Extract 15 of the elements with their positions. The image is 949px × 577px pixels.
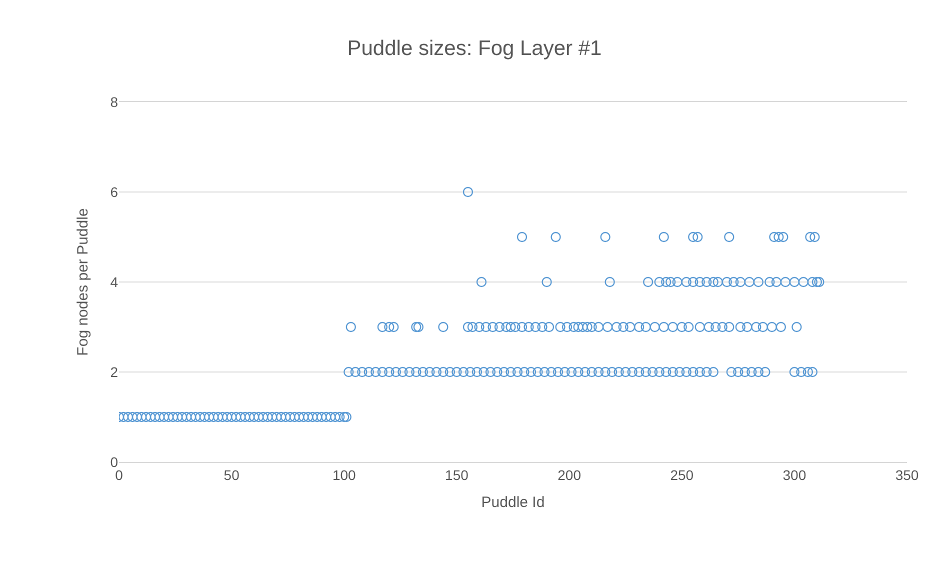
y-tick-label: 6 xyxy=(110,184,118,200)
y-tick-label: 2 xyxy=(110,364,118,380)
x-tick-label: 150 xyxy=(445,466,469,483)
x-axis-title: Puddle Id xyxy=(481,494,545,511)
x-tick-label: 50 xyxy=(224,466,240,483)
y-tick-label: 4 xyxy=(110,274,118,290)
x-tick-label: 100 xyxy=(332,466,356,483)
y-tick-label: 0 xyxy=(110,454,118,470)
x-tick-label: 250 xyxy=(670,466,694,483)
y-tick-label: 8 xyxy=(110,94,118,110)
x-tick-label: 350 xyxy=(895,466,919,483)
chart-title: Puddle sizes: Fog Layer #1 xyxy=(347,37,602,60)
x-tick-label: 300 xyxy=(782,466,806,483)
y-axis-title: Fog nodes per Puddle xyxy=(74,208,92,356)
x-tick-label: 200 xyxy=(558,466,582,483)
